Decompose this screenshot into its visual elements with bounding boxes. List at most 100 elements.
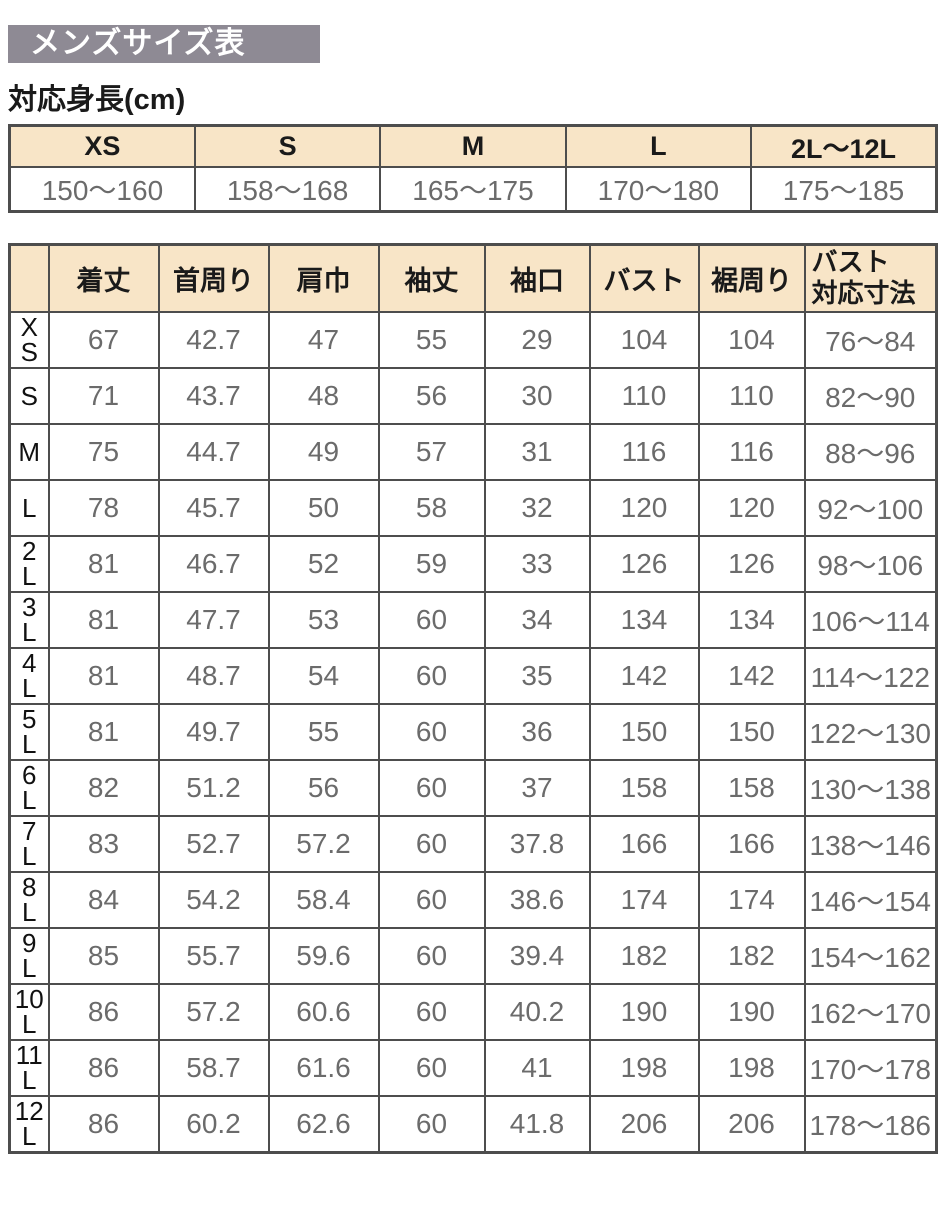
size-value-cell: 134 — [588, 591, 700, 649]
table-row: 6 L 82 51.2 56 60 37 158 158 130～138 — [8, 759, 938, 817]
table-row: 2 L 81 46.7 52 59 33 126 126 98～106 — [8, 535, 938, 593]
size-value-cell: 174 — [588, 871, 700, 929]
size-value-cell: 60 — [377, 983, 486, 1041]
row-size-label: 3 L — [8, 591, 50, 649]
table-row: M 75 44.7 49 57 31 116 116 88～96 — [8, 423, 938, 481]
row-size-label: X S — [8, 311, 50, 369]
table-row: 4 L 81 48.7 54 60 35 142 142 114～122 — [8, 647, 938, 705]
size-value-cell: 198 — [588, 1039, 700, 1097]
column-header-bust: バスト — [588, 243, 700, 313]
size-value-cell: 41 — [483, 1039, 591, 1097]
column-header-length: 着丈 — [47, 243, 160, 313]
size-value-cell: 59 — [377, 535, 486, 593]
column-header-shoulder: 肩巾 — [267, 243, 380, 313]
table-row: 10 L 86 57.2 60.6 60 40.2 190 190 162～170 — [8, 983, 938, 1041]
height-size-header: XS — [8, 124, 196, 168]
size-value-cell: 198 — [697, 1039, 806, 1097]
size-value-cell: 81 — [47, 703, 160, 761]
size-value-cell: 84 — [47, 871, 160, 929]
size-value-cell: 51.2 — [157, 759, 270, 817]
size-value-cell: 29 — [483, 311, 591, 369]
size-value-cell: 206 — [697, 1095, 806, 1153]
height-table-title: 対応身長(cm) — [8, 84, 186, 116]
row-size-label: M — [8, 423, 50, 481]
row-size-label: 5 L — [8, 703, 50, 761]
size-value-cell: 104 — [697, 311, 806, 369]
size-value-cell: 53 — [267, 591, 380, 649]
size-value-cell: 45.7 — [157, 479, 270, 537]
size-value-cell: 86 — [47, 1039, 160, 1097]
size-value-cell: 78 — [47, 479, 160, 537]
size-value-cell: 60.2 — [157, 1095, 270, 1153]
table-row: 7 L 83 52.7 57.2 60 37.8 166 166 138～146 — [8, 815, 938, 873]
size-value-cell: 34 — [483, 591, 591, 649]
size-value-cell: 81 — [47, 535, 160, 593]
size-value-cell: 30 — [483, 367, 591, 425]
size-value-cell: 47.7 — [157, 591, 270, 649]
column-header-cuff: 袖口 — [483, 243, 591, 313]
size-value-cell: 206 — [588, 1095, 700, 1153]
size-value-cell: 134 — [697, 591, 806, 649]
size-value-cell: 31 — [483, 423, 591, 481]
table-row: X S 67 42.7 47 55 29 104 104 76～84 — [8, 311, 938, 369]
size-value-cell: 60 — [377, 759, 486, 817]
table-row: S 71 43.7 48 56 30 110 110 82～90 — [8, 367, 938, 425]
size-value-cell: 48 — [267, 367, 380, 425]
row-size-label: 4 L — [8, 647, 50, 705]
size-value-cell: 116 — [588, 423, 700, 481]
size-value-cell: 60 — [377, 703, 486, 761]
size-value-cell: 60 — [377, 871, 486, 929]
row-size-label: 11 L — [8, 1039, 50, 1097]
size-table: 着丈 首周り 肩巾 袖丈 袖口 バスト 裾周り バスト 対応寸法 X S 67 42… — [8, 242, 938, 1154]
table-row: L 78 45.7 50 58 32 120 120 92～100 — [8, 479, 938, 537]
size-value-cell: 81 — [47, 647, 160, 705]
size-value-cell: 142 — [697, 647, 806, 705]
height-range-cell: 158～168 — [193, 166, 382, 212]
size-value-cell: 40.2 — [483, 983, 591, 1041]
column-header-neck: 首周り — [157, 243, 270, 313]
size-value-cell: 57.2 — [157, 983, 270, 1041]
row-size-label: 8 L — [8, 871, 50, 929]
height-size-header: L — [564, 124, 753, 168]
size-value-cell: 162～170 — [803, 983, 938, 1041]
size-value-cell: 110 — [697, 367, 806, 425]
size-value-cell: 55 — [377, 311, 486, 369]
size-value-cell: 42.7 — [157, 311, 270, 369]
row-size-label: 7 L — [8, 815, 50, 873]
page-title: メンズサイズ表 — [8, 25, 320, 63]
size-value-cell: 57 — [377, 423, 486, 481]
size-value-cell: 82 — [47, 759, 160, 817]
size-value-cell: 58 — [377, 479, 486, 537]
column-header-hem: 裾周り — [697, 243, 806, 313]
row-size-label: 12 L — [8, 1095, 50, 1153]
size-value-cell: 138～146 — [803, 815, 938, 873]
size-value-cell: 170～178 — [803, 1039, 938, 1097]
size-value-cell: 37.8 — [483, 815, 591, 873]
size-value-cell: 85 — [47, 927, 160, 985]
size-value-cell: 150 — [697, 703, 806, 761]
size-value-cell: 166 — [588, 815, 700, 873]
size-value-cell: 46.7 — [157, 535, 270, 593]
size-value-cell: 56 — [377, 367, 486, 425]
corner-cell — [8, 243, 50, 313]
height-range-cell: 165～175 — [379, 166, 567, 212]
row-size-label: 10 L — [8, 983, 50, 1041]
size-value-cell: 39.4 — [483, 927, 591, 985]
size-value-cell: 62.6 — [267, 1095, 380, 1153]
size-value-cell: 158 — [697, 759, 806, 817]
size-value-cell: 81 — [47, 591, 160, 649]
size-value-cell: 47 — [267, 311, 380, 369]
size-value-cell: 44.7 — [157, 423, 270, 481]
size-value-cell: 55 — [267, 703, 380, 761]
size-value-cell: 75 — [47, 423, 160, 481]
size-value-cell: 59.6 — [267, 927, 380, 985]
size-value-cell: 86 — [47, 983, 160, 1041]
size-value-cell: 190 — [697, 983, 806, 1041]
size-value-cell: 60 — [377, 1095, 486, 1153]
size-value-cell: 158 — [588, 759, 700, 817]
size-value-cell: 83 — [47, 815, 160, 873]
table-row: 11 L 86 58.7 61.6 60 41 198 198 170～178 — [8, 1039, 938, 1097]
table-row: 8 L 84 54.2 58.4 60 38.6 174 174 146～154 — [8, 871, 938, 929]
size-value-cell: 182 — [697, 927, 806, 985]
height-size-header: M — [379, 124, 567, 168]
